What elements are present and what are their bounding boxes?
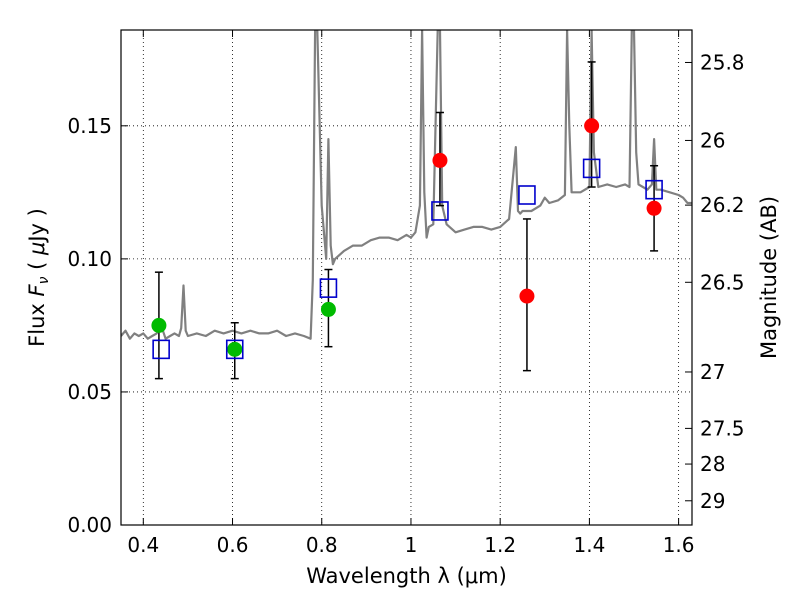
data-points — [151, 61, 663, 380]
spectrum-line — [121, 30, 692, 340]
x-tick-label: 1.4 — [573, 533, 605, 557]
y2-axis-ticks: 25.8 26 26.2 26.5 27 27.5 28 29 — [685, 50, 745, 513]
x-tick-label: 1.6 — [663, 533, 695, 557]
y-axis-label-post: Jy ) — [25, 208, 49, 244]
y2-tick-label: 26.5 — [700, 270, 745, 294]
y-axis-label-mu: μ — [25, 242, 49, 256]
model-square-point — [319, 278, 338, 298]
grid-lines — [121, 30, 692, 525]
y-tick-label: 0.10 — [67, 247, 112, 271]
y-tick-label: 0.05 — [67, 380, 112, 404]
model-square-point — [518, 185, 536, 205]
red-points-point — [432, 152, 448, 168]
red-points-point — [584, 118, 600, 134]
model-square-point — [152, 339, 170, 360]
y2-tick-label: 27 — [700, 360, 725, 384]
plot-area — [121, 30, 692, 380]
x-tick-label: 0.6 — [217, 533, 249, 557]
y-axis-label-var: F — [25, 284, 49, 297]
y-tick-label: 0.00 — [67, 513, 112, 537]
y2-tick-label: 28 — [700, 452, 725, 476]
x-axis-ticks: 0.4 0.6 0.8 1 1.2 1.4 1.6 — [127, 30, 695, 557]
red-points-point — [646, 200, 662, 216]
y-axis-label-sub: ν — [36, 276, 52, 284]
model-square-point — [645, 179, 663, 200]
green-points-point — [320, 301, 336, 317]
x-tick-label: 1.2 — [484, 533, 516, 557]
y2-axis-label: Magnitude (AB) — [757, 196, 781, 359]
y2-tick-label: 26.2 — [700, 193, 745, 217]
plot-frame — [120, 29, 693, 526]
y-axis-label-pre: Flux — [25, 297, 49, 347]
x-tick-label: 1 — [405, 533, 418, 557]
y-axis-label: Flux Fν ( μJy ) — [25, 208, 52, 347]
y2-tick-label: 27.5 — [700, 416, 745, 440]
y2-tick-label: 25.8 — [700, 50, 745, 74]
green-points-point — [151, 317, 167, 333]
model-square-point — [431, 201, 449, 221]
y-axis-label-mid: ( — [25, 255, 49, 277]
x-tick-label: 0.8 — [306, 533, 338, 557]
model-square-point — [582, 158, 601, 179]
model-spectrum — [121, 30, 692, 340]
y-axis-ticks: 0.00 0.05 0.10 0.15 — [67, 114, 128, 537]
x-axis-label: Wavelength λ (μm) — [306, 564, 507, 588]
y2-tick-label: 26 — [700, 128, 725, 152]
red-points-point — [519, 288, 535, 304]
y-tick-label: 0.15 — [67, 114, 112, 138]
green-points-point — [227, 341, 243, 357]
model-square-point — [225, 339, 244, 360]
x-tick-label: 0.4 — [127, 533, 159, 557]
y2-tick-label: 29 — [700, 489, 725, 513]
